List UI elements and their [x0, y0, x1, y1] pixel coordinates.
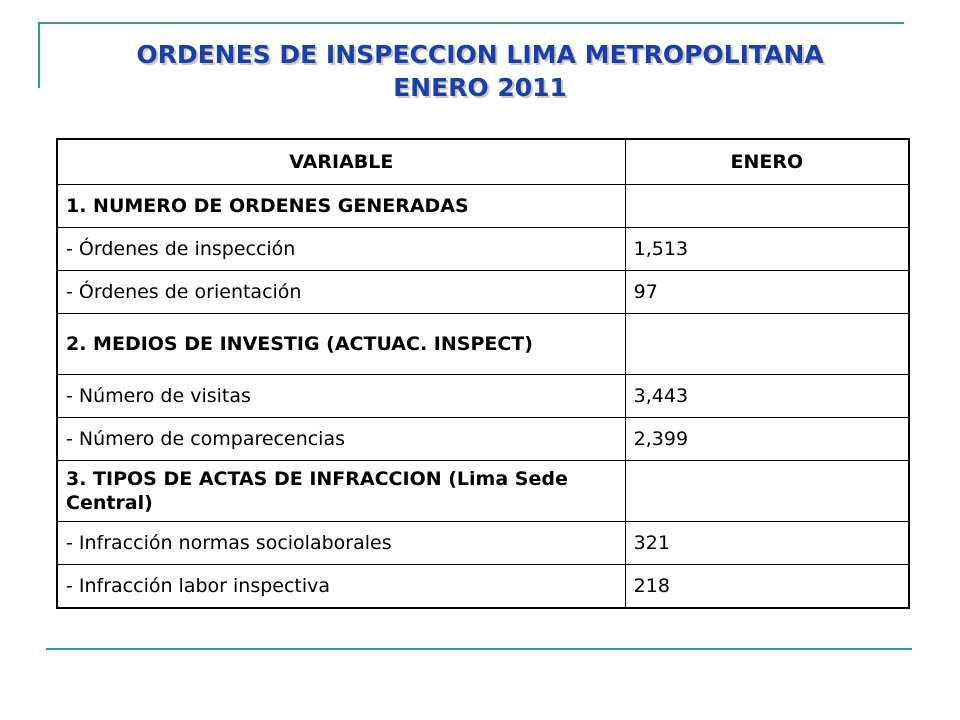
row-variable: - Infracción labor inspectiva: [56, 564, 626, 609]
title-line-1: ORDENES DE INSPECCION LIMA METROPOLITANA: [136, 40, 824, 69]
inspection-table: VARIABLE ENERO 1. NUMERO DE ORDENES GENE…: [56, 138, 910, 609]
row-variable: - Órdenes de inspección: [56, 227, 626, 271]
table-row: - Infracción normas sociolaborales 321: [56, 521, 910, 565]
top-rule: [40, 22, 904, 24]
bottom-rule: [46, 648, 912, 650]
row-variable: - Número de visitas: [56, 374, 626, 418]
table-row: - Número de visitas 3,443: [56, 374, 910, 418]
row-value: 3,443: [624, 374, 910, 418]
table-row: - Número de comparecencias 2,399: [56, 417, 910, 461]
row-value: 2,399: [624, 417, 910, 461]
table-row: - Órdenes de orientación 97: [56, 270, 910, 314]
row-value: [624, 313, 910, 375]
table-row: - Órdenes de inspección 1,513: [56, 227, 910, 271]
header-enero: ENERO: [624, 138, 910, 185]
page-title: ORDENES DE INSPECCION LIMA METROPOLITANA…: [40, 38, 920, 104]
left-rule: [38, 22, 40, 88]
header-variable: VARIABLE: [56, 138, 626, 185]
table-row: 3. TIPOS DE ACTAS DE INFRACCION (Lima Se…: [56, 460, 910, 522]
row-variable: - Número de comparecencias: [56, 417, 626, 461]
table-row: 1. NUMERO DE ORDENES GENERADAS: [56, 184, 910, 228]
row-value: 97: [624, 270, 910, 314]
row-value: [624, 184, 910, 228]
row-variable: 1. NUMERO DE ORDENES GENERADAS: [56, 184, 626, 228]
row-value: 321: [624, 521, 910, 565]
title-line-2: ENERO 2011: [393, 73, 567, 102]
table-row: - Infracción labor inspectiva 218: [56, 564, 910, 609]
row-variable: - Infracción normas sociolaborales: [56, 521, 626, 565]
row-value: 1,513: [624, 227, 910, 271]
table-header-row: VARIABLE ENERO: [56, 138, 910, 185]
row-variable: 2. MEDIOS DE INVESTIG (ACTUAC. INSPECT): [56, 313, 626, 375]
table-row: 2. MEDIOS DE INVESTIG (ACTUAC. INSPECT): [56, 313, 910, 375]
row-variable: 3. TIPOS DE ACTAS DE INFRACCION (Lima Se…: [56, 460, 626, 522]
row-value: [624, 460, 910, 522]
row-variable: - Órdenes de orientación: [56, 270, 626, 314]
row-value: 218: [624, 564, 910, 609]
